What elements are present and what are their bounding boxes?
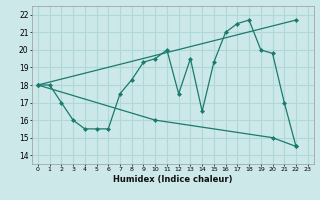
X-axis label: Humidex (Indice chaleur): Humidex (Indice chaleur) <box>113 175 233 184</box>
